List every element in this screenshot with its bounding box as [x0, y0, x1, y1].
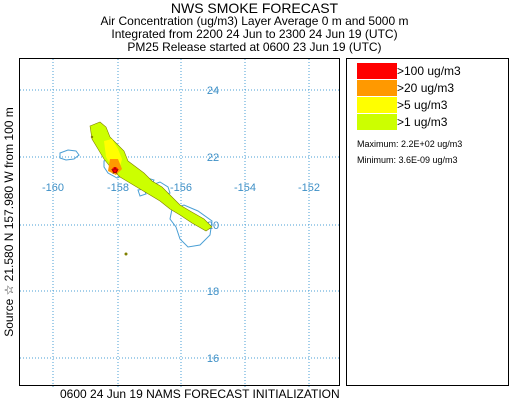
legend-swatch-gt5 — [357, 97, 397, 113]
subtitle-integration-period: Integrated from 2200 24 Jun to 2300 24 J… — [111, 27, 398, 41]
subtitle-release-start: PM25 Release started at 0600 23 Jun 19 (… — [127, 40, 382, 54]
legend-swatch-gt100 — [357, 63, 397, 79]
legend-minimum: Minimum: 3.6E-09 ug/m3 — [357, 155, 458, 165]
legend-swatch-gt1 — [357, 114, 397, 130]
smoke-map: -160 -158 -156 -154 -152 24 22 20 18 16 … — [20, 59, 341, 387]
kauai-coastline — [59, 149, 80, 161]
smoke-plume-gt100 — [112, 167, 118, 173]
legend-label-gt5: >5 ug/m3 — [397, 98, 448, 112]
lon-label: -156 — [170, 182, 192, 194]
source-location-caption: Source ☆ 21.580 N 157.980 W from 100 m — [2, 107, 16, 337]
legend-label-gt100: >100 ug/m3 — [397, 64, 461, 78]
subtitle-concentration: Air Concentration (ug/m3) Layer Average … — [100, 14, 409, 28]
legend-swatch-gt20 — [357, 80, 397, 96]
lon-label: -154 — [234, 182, 256, 194]
lon-label: -152 — [298, 182, 320, 194]
lat-label: 22 — [207, 152, 219, 164]
legend-label-gt20: >20 ug/m3 — [397, 81, 455, 95]
hawaii-big-island-coastline — [169, 204, 213, 248]
legend-maximum: Maximum: 2.2E+02 ug/m3 — [357, 139, 463, 149]
smoke-speck — [90, 135, 94, 139]
lat-label: 24 — [207, 85, 219, 97]
lat-label: 20 — [207, 220, 219, 232]
source-star-icon: ☆ — [111, 166, 120, 177]
lat-label: 16 — [207, 353, 219, 365]
forecast-title: NWS SMOKE FORECAST — [170, 0, 339, 16]
map-panel: -160 -158 -156 -154 -152 24 22 20 18 16 … — [19, 58, 341, 387]
lat-label: 18 — [207, 286, 219, 298]
legend-panel: >100 ug/m3 >20 ug/m3 >5 ug/m3 >1 ug/m3 M… — [346, 58, 509, 386]
forecast-initialization-caption: 0600 24 Jun 19 NAMS FORECAST INITIALIZAT… — [60, 387, 340, 401]
smoke-plume-gt1 — [89, 121, 213, 232]
lon-label: -160 — [42, 182, 64, 194]
smoke-speck — [124, 252, 128, 256]
legend-label-gt1: >1 ug/m3 — [397, 115, 448, 129]
lon-label: -158 — [107, 182, 129, 194]
